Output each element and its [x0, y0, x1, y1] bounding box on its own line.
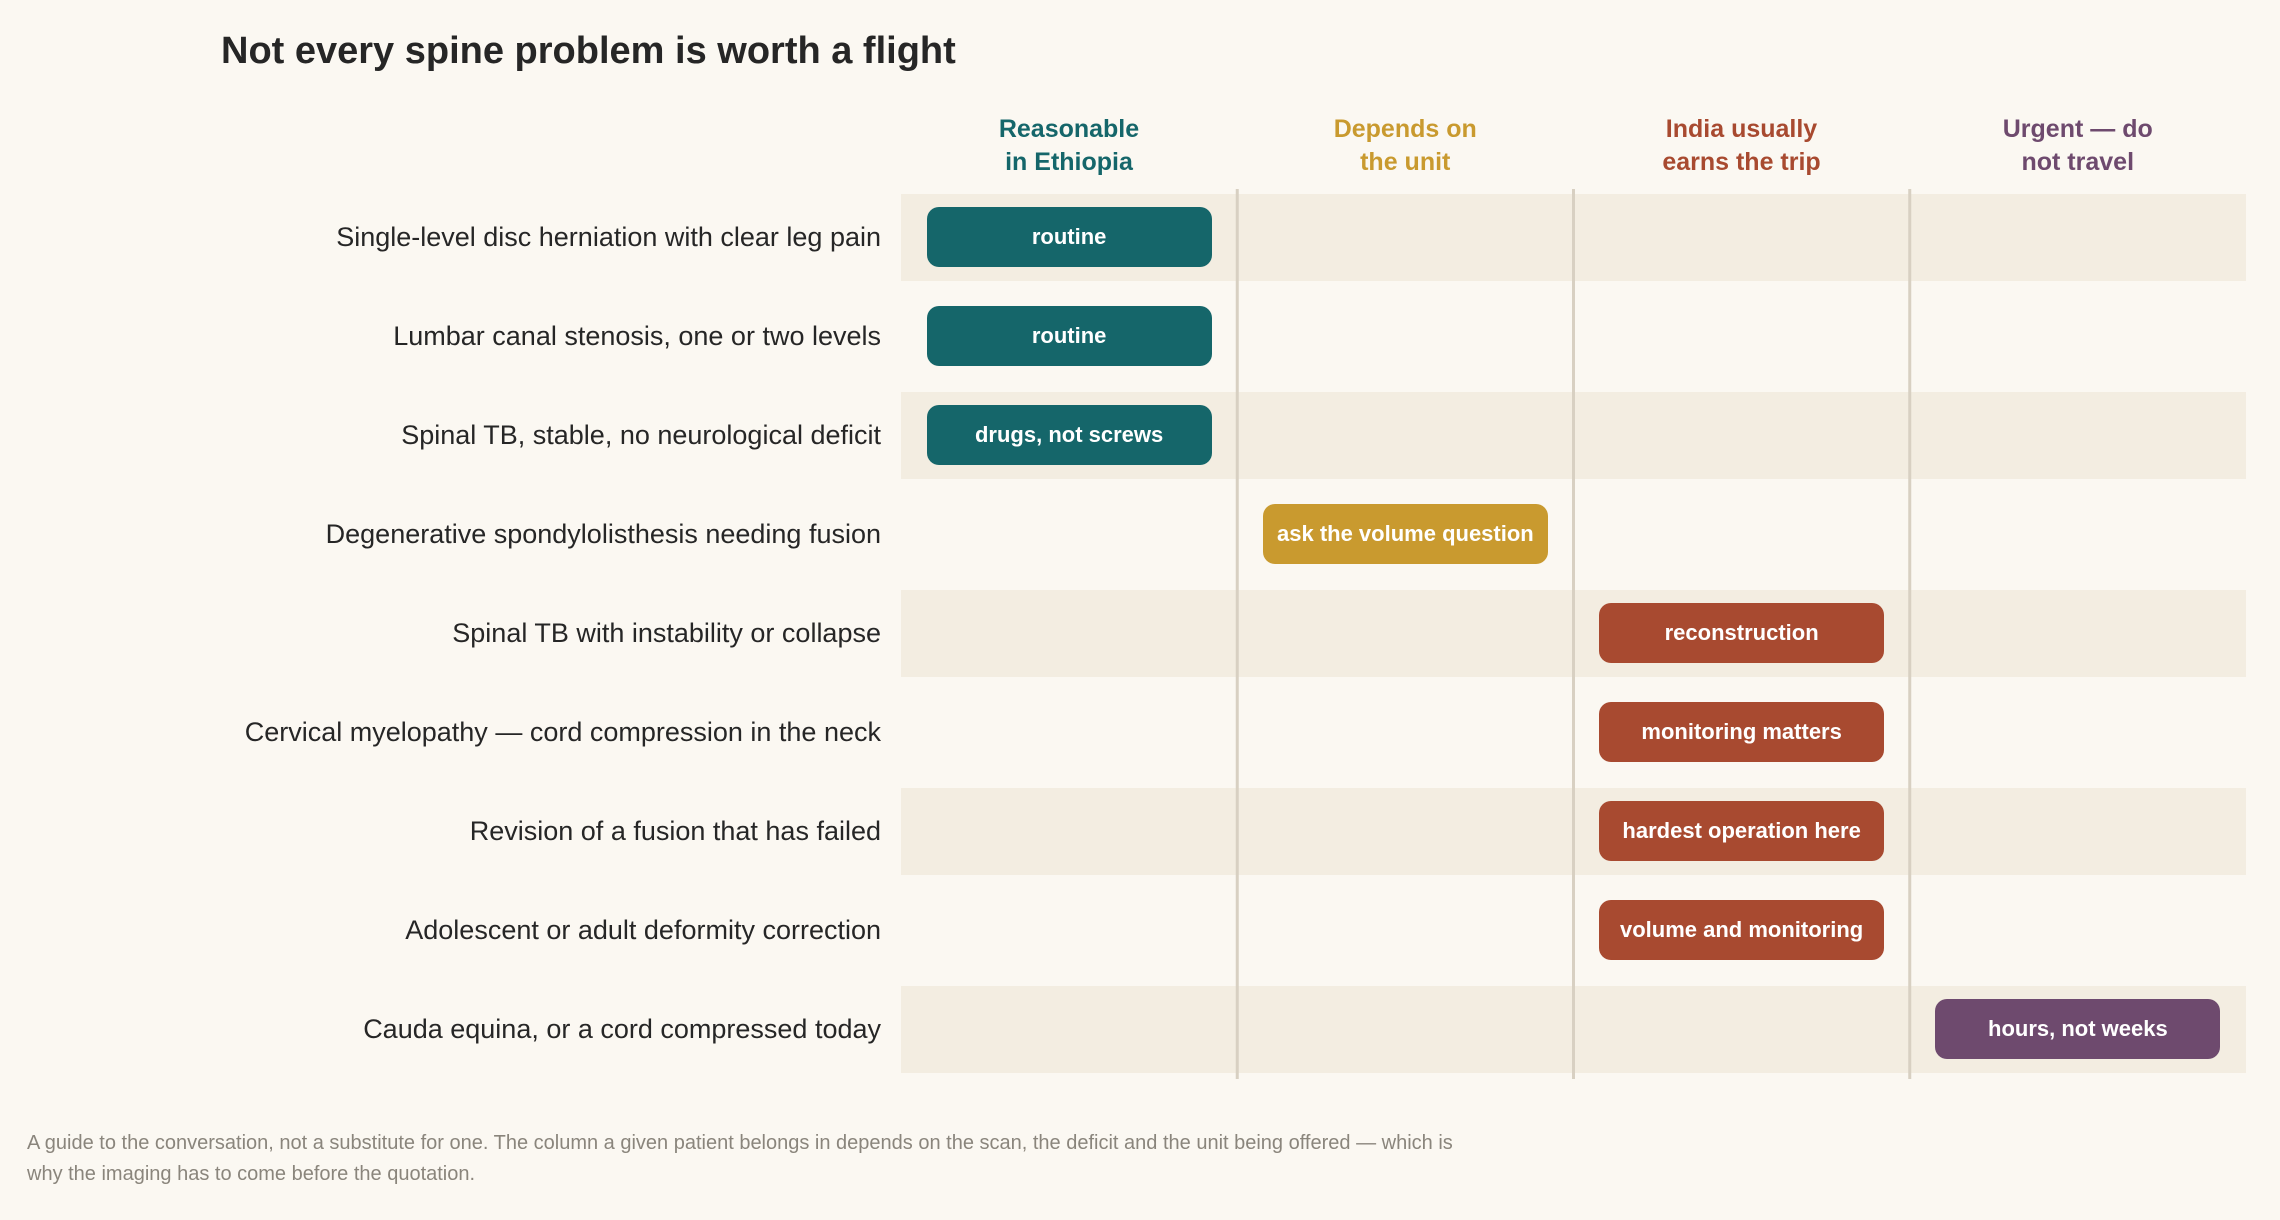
verdict-pill: hardest operation here — [1599, 801, 1885, 861]
verdict-pill: routine — [926, 306, 1212, 366]
row-label: Revision of a fusion that has failed — [469, 816, 881, 846]
column-header-line: not travel — [2021, 148, 2135, 176]
column-header-india: India usually earns the trip — [1574, 113, 1910, 179]
row-label: Cervical myelopathy — cord compression i… — [244, 717, 881, 747]
column-header-line: Reasonable — [998, 115, 1140, 143]
column-header-line: Depends on — [1333, 115, 1477, 143]
column-header-urgent: Urgent — do not travel — [1910, 113, 2246, 179]
column-header-line: in Ethiopia — [1005, 148, 1133, 176]
verdict-pill: monitoring matters — [1599, 702, 1885, 762]
row-label: Adolescent or adult deformity correction — [405, 915, 881, 945]
verdict-pill: ask the volume question — [1262, 504, 1548, 564]
row-label: Degenerative spondylolisthesis needing f… — [325, 519, 881, 549]
row-label: Single-level disc herniation with clear … — [336, 222, 881, 252]
column-header-line: the unit — [1360, 148, 1451, 176]
verdict-pill: drugs, not screws — [926, 405, 1212, 465]
row-label: Spinal TB, stable, no neurological defic… — [401, 420, 881, 450]
column-header-line: earns the trip — [1662, 148, 1821, 176]
verdict-pill: reconstruction — [1599, 603, 1885, 663]
column-header-line: Urgent — do — [2002, 115, 2153, 143]
column-header-reasonable: Reasonable in Ethiopia — [901, 113, 1237, 179]
row-label: Lumbar canal stenosis, one or two levels — [393, 321, 881, 351]
verdict-pill: hours, not weeks — [1935, 999, 2221, 1059]
row-label: Spinal TB with instability or collapse — [452, 618, 881, 648]
column-header-depends: Depends on the unit — [1237, 113, 1573, 179]
row-label: Cauda equina, or a cord compressed today — [363, 1014, 881, 1044]
verdict-pill: volume and monitoring — [1599, 900, 1885, 960]
footnote: A guide to the conversation, not a subst… — [27, 1132, 1453, 1185]
column-header-line: India usually — [1665, 115, 1818, 143]
chart-title: Not every spine problem is worth a fligh… — [221, 30, 956, 72]
verdict-pill: routine — [926, 207, 1212, 267]
